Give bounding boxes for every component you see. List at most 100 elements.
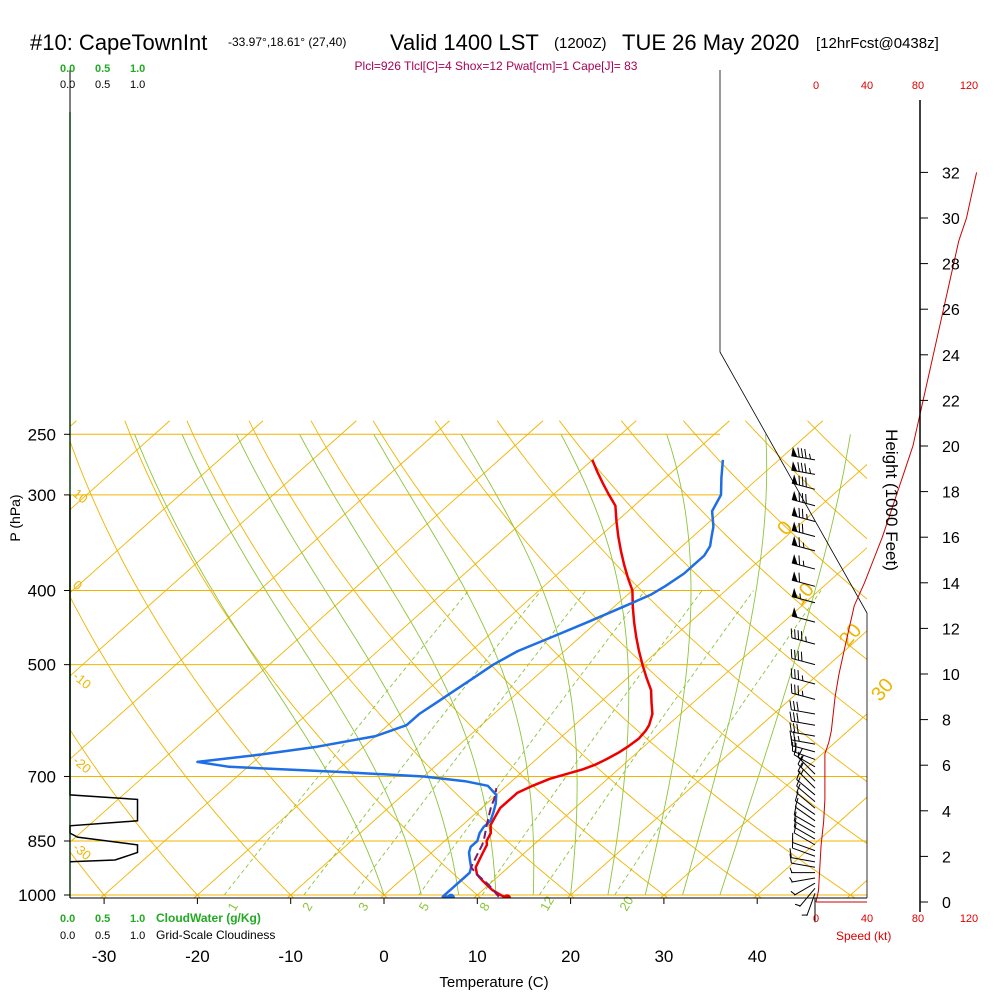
dry-adiabat xyxy=(70,728,201,898)
x-axis-label: Temperature (C) xyxy=(439,974,548,991)
mixing-ratio-label: 3 xyxy=(355,900,372,914)
barb-flag xyxy=(800,448,804,458)
wind-barb xyxy=(793,823,816,846)
barb-flag xyxy=(798,507,801,518)
barb-pennant xyxy=(791,535,798,547)
moist-adiabat xyxy=(373,434,535,895)
barb-flag xyxy=(798,522,801,533)
wind-barb xyxy=(791,607,816,623)
wind-barb xyxy=(793,817,816,840)
barb-half xyxy=(808,453,812,460)
barb-flag xyxy=(789,711,792,722)
mixing-ratio-label: 2 xyxy=(299,900,316,914)
barb-shaft xyxy=(791,677,816,685)
barb-pennant xyxy=(791,607,798,618)
wind-barb xyxy=(789,700,816,715)
isotherm xyxy=(70,420,264,594)
isotherm xyxy=(659,713,867,898)
barb-shaft xyxy=(792,841,816,852)
barb-flag xyxy=(792,712,796,722)
barb-shaft xyxy=(793,820,816,834)
barb-flag xyxy=(790,668,793,678)
wind-barb xyxy=(789,867,815,874)
x-tick-label: 0 xyxy=(379,947,388,966)
barb-shaft xyxy=(791,862,816,868)
barb-flag xyxy=(796,701,799,712)
wind-barb xyxy=(797,748,816,775)
barb-flag xyxy=(796,712,799,723)
barb-flag xyxy=(794,629,796,639)
barb-flag xyxy=(789,700,792,710)
barb-shaft xyxy=(791,615,816,623)
isotherm xyxy=(379,463,867,898)
x-tick-label: 30 xyxy=(654,947,673,966)
cloudwater-tick: 0.0 xyxy=(60,913,75,925)
height-tick-label: 26 xyxy=(942,302,960,319)
p-tick-label: 250 xyxy=(28,425,56,444)
wind-barb xyxy=(789,848,816,863)
height-tick-label: 30 xyxy=(942,211,960,228)
speed-tick: 0 xyxy=(813,913,819,925)
barb-half xyxy=(800,762,804,768)
height-tick-label: 2 xyxy=(942,849,951,866)
wind-barb xyxy=(791,474,816,490)
forecast-info: [12hrFcst@0438z] xyxy=(816,35,939,52)
cloudiness-tick: 0.0 xyxy=(60,930,75,942)
wind-barb xyxy=(794,797,816,822)
barb-shaft xyxy=(791,514,816,522)
isotherm-label: 20 xyxy=(835,620,866,651)
height-tick-label: 10 xyxy=(942,667,960,684)
barb-flag xyxy=(794,669,796,679)
isobars xyxy=(70,433,867,896)
surface-dewpoint-marker xyxy=(447,893,456,898)
barb-half xyxy=(808,468,812,474)
barb-shaft xyxy=(791,739,816,745)
barb-shaft xyxy=(793,754,816,768)
wind-speed-profile xyxy=(815,172,978,903)
speed-tick: 80 xyxy=(912,80,924,92)
moist-adiabat xyxy=(134,434,385,896)
barb-shaft xyxy=(793,882,816,896)
barb-pennant xyxy=(791,461,798,472)
isotherm xyxy=(70,420,450,760)
barb-half xyxy=(802,542,805,548)
parcel-line xyxy=(470,787,500,898)
dry-adiabat xyxy=(186,420,576,898)
barb-pennant xyxy=(791,587,798,599)
dry-adiabat xyxy=(620,420,867,661)
height-tick-label: 22 xyxy=(942,393,960,410)
barb-shaft xyxy=(797,770,816,789)
barb-half xyxy=(789,867,793,873)
barb-shaft xyxy=(796,785,816,802)
cloudiness-tick: 0.5 xyxy=(95,930,110,942)
wind-barb xyxy=(793,811,816,834)
surface-temperature-marker xyxy=(503,894,512,898)
barb-shaft xyxy=(796,792,816,809)
barb-shaft xyxy=(791,469,816,475)
wind-barb xyxy=(789,877,816,883)
sounding-series xyxy=(196,459,725,898)
speed-tick: 40 xyxy=(861,913,873,925)
wind-barb xyxy=(789,722,816,737)
moist-adiabat xyxy=(236,434,460,896)
height-tick-label: 16 xyxy=(942,530,960,547)
barb-half xyxy=(789,877,793,883)
barb-flag xyxy=(805,477,807,488)
valid-date: TUE 26 May 2020 xyxy=(622,30,799,55)
barb-flag xyxy=(790,683,793,694)
wind-barb xyxy=(791,535,816,552)
wind-barb xyxy=(791,461,816,475)
speed-scale-bottom: 0 40 80 120 Speed (kt) xyxy=(813,913,978,943)
height-tick-label: 28 xyxy=(942,257,960,274)
moist-adiabat xyxy=(460,434,578,896)
dewpoint-line xyxy=(196,459,725,898)
barb-shaft xyxy=(791,692,816,700)
wind-barb xyxy=(791,554,816,570)
speed-tick: 120 xyxy=(960,913,978,925)
p-tick-label: 400 xyxy=(28,581,56,600)
temperature-line xyxy=(474,459,654,898)
barb-flag xyxy=(801,523,804,534)
barb-flag xyxy=(805,493,807,504)
barb-shaft xyxy=(793,832,816,846)
